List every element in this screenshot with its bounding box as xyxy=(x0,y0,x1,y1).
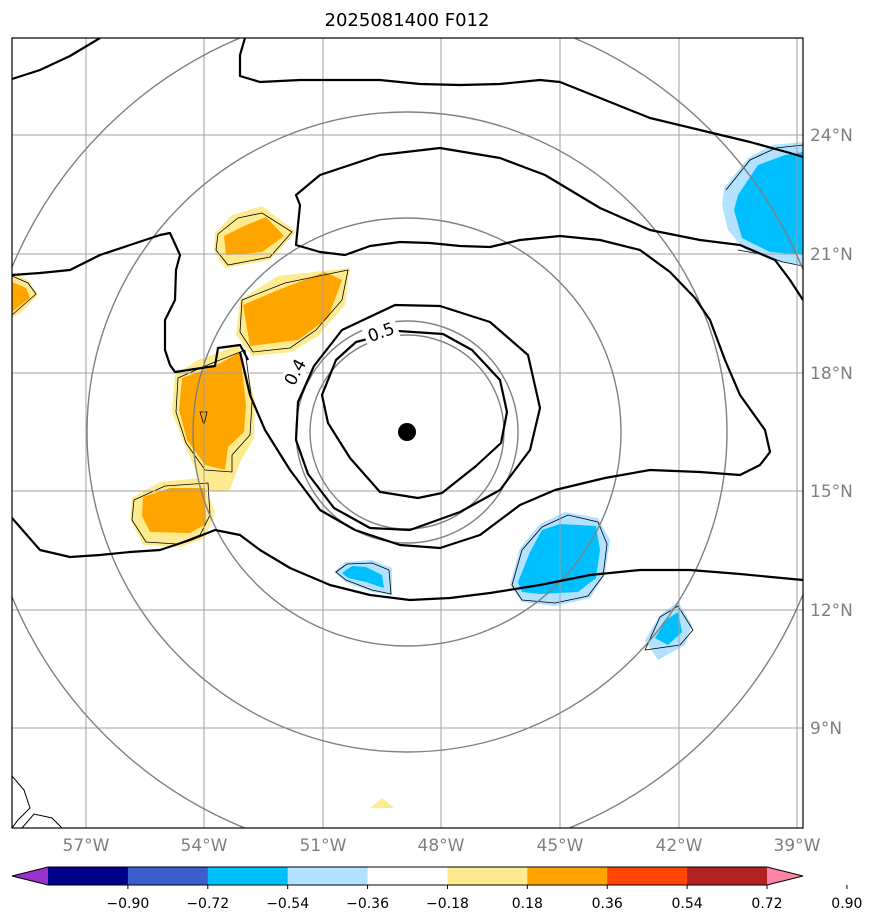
lon-label: 51°W xyxy=(300,836,347,856)
orange-area xyxy=(142,488,206,533)
colorbar-segment xyxy=(287,867,369,885)
colorbar-under-arrow xyxy=(12,867,48,885)
colorbar-segment xyxy=(48,867,129,885)
colorbar-tick-label: 0.90 xyxy=(831,896,862,912)
contour-0-4 xyxy=(238,146,803,550)
lon-label: 42°W xyxy=(656,836,703,856)
contour-inner xyxy=(320,329,509,500)
colorbar-segment xyxy=(687,867,768,885)
colorbar-tick-label: 0.36 xyxy=(592,896,623,912)
orange-area xyxy=(179,352,246,470)
colorbar-over-arrow xyxy=(767,867,803,885)
lon-label: 39°W xyxy=(774,836,821,856)
colorbar-segment xyxy=(447,867,528,885)
yellow-area xyxy=(370,798,394,808)
lon-label: 54°W xyxy=(181,836,228,856)
lat-label: 21°N xyxy=(810,245,853,265)
contour-south xyxy=(12,517,803,602)
colorbar-outline xyxy=(11,866,804,886)
map-panel: 0.5 0.4 xyxy=(12,38,803,828)
map-title: 2025081400 F012 xyxy=(325,10,490,31)
colorbar-segment xyxy=(607,867,688,885)
colorbar-tick-label: −0.18 xyxy=(426,896,469,912)
orange-area xyxy=(224,217,284,255)
colorbar-tick-label: −0.72 xyxy=(186,896,229,912)
colorbar-segment xyxy=(367,867,448,885)
colorbar-tick-label: 0.72 xyxy=(751,896,782,912)
orange-area xyxy=(12,282,30,312)
orange-area xyxy=(243,272,342,346)
lon-label: 48°W xyxy=(418,836,465,856)
contour-0-5 xyxy=(294,303,542,532)
blue-area xyxy=(342,566,384,588)
lat-label: 12°N xyxy=(810,601,853,621)
colorbar-tick-label: −0.54 xyxy=(266,896,309,912)
contour-lines xyxy=(12,38,803,602)
contour-west xyxy=(12,38,101,81)
positive-anomaly-areas xyxy=(12,206,394,808)
lon-label: 57°W xyxy=(63,836,110,856)
lat-label: 9°N xyxy=(810,719,842,739)
coastline xyxy=(12,775,63,828)
colorbar-tick-label: 0.18 xyxy=(512,896,543,912)
colorbar-segment xyxy=(207,867,289,885)
lon-label: 45°W xyxy=(537,836,584,856)
storm-center-marker xyxy=(398,423,416,441)
colorbar-tick-label: 0.54 xyxy=(672,896,703,912)
longitude-labels: 57°W 54°W 51°W 48°W 45°W 42°W 39°W xyxy=(63,836,821,856)
lat-label: 15°N xyxy=(810,482,853,502)
colorbar-tick-label: −0.90 xyxy=(106,896,149,912)
blue-area xyxy=(655,612,682,645)
colorbar-tick-label: −0.36 xyxy=(346,896,389,912)
map-frame xyxy=(11,37,804,829)
lat-label: 18°N xyxy=(810,364,853,384)
map-gridlines xyxy=(12,38,803,828)
colorbar-segment xyxy=(127,867,209,885)
contour-west-lobe xyxy=(12,231,249,374)
colorbar-segment xyxy=(527,867,608,885)
colorbar: −0.90 −0.72 −0.54 −0.36 −0.18 0.18 0.36 0.54 0.7… xyxy=(11,866,862,912)
latitude-labels: 9°N 12°N 15°N 18°N 21°N 24°N xyxy=(810,126,853,739)
lat-label: 24°N xyxy=(810,126,853,146)
anomaly-outlines xyxy=(12,144,803,651)
contour-loop-north xyxy=(238,38,803,159)
